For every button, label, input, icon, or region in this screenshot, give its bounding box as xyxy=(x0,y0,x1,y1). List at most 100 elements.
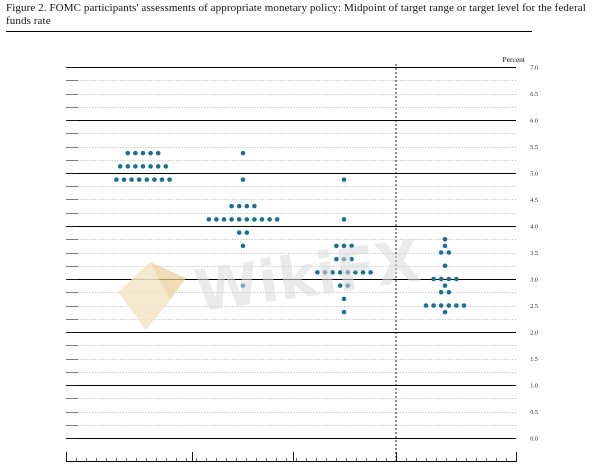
y-tick-labels: 7.0 6.5 6.0 5.5 5.0 4.5 4.0 3.5 3.0 2.5 2.0 1.5 1.0 0… xyxy=(530,65,538,443)
dot-mark xyxy=(454,276,459,282)
dot-mark xyxy=(236,230,242,235)
dot-mark xyxy=(438,276,444,282)
dot-mark xyxy=(133,164,138,169)
y-tick-label: 7.0 xyxy=(530,65,538,72)
y-tick-label: 5.5 xyxy=(530,144,538,151)
dot-mark xyxy=(438,303,444,308)
dot-mark xyxy=(274,217,280,222)
dot-mark xyxy=(240,150,246,156)
dot-mark xyxy=(140,164,146,169)
dot-mark xyxy=(259,217,265,222)
dot-mark xyxy=(446,250,452,255)
dot-mark xyxy=(341,243,347,249)
dot-mark xyxy=(140,150,146,156)
dot-mark xyxy=(442,243,448,249)
dot-mark xyxy=(163,164,169,169)
dot-mark xyxy=(114,177,119,182)
dot-mark xyxy=(431,276,436,282)
dot-mark xyxy=(341,256,347,262)
y-tick-label: 3.5 xyxy=(530,250,538,257)
dot-mark xyxy=(341,296,347,302)
y-tick-label: 2.5 xyxy=(530,303,538,310)
dot-mark xyxy=(125,150,131,156)
dot-mark xyxy=(148,164,153,169)
dot-mark xyxy=(353,270,358,275)
y-tick-label: 3.0 xyxy=(530,277,538,284)
dot-mark xyxy=(155,150,161,156)
dot-mark xyxy=(117,164,123,169)
dot-mark xyxy=(229,217,234,222)
dot-mark xyxy=(349,256,354,262)
y-tick-label: 0.0 xyxy=(530,436,538,443)
dot-mark xyxy=(155,164,161,169)
dot-mark xyxy=(244,230,250,235)
dot-mark xyxy=(206,217,212,222)
y-tick-label: 4.5 xyxy=(530,197,538,204)
dot-mark xyxy=(315,270,320,275)
y-tick-label: 4.0 xyxy=(530,224,538,231)
dot-mark xyxy=(341,177,347,182)
dot-mark xyxy=(345,283,351,288)
dot-mark xyxy=(148,150,153,156)
y-tick-label: 5.0 xyxy=(530,171,538,178)
dot-mark xyxy=(360,270,366,275)
bottom-axis xyxy=(66,452,517,462)
dot-mark xyxy=(334,243,339,249)
y-tick-label: 6.0 xyxy=(530,118,538,125)
dot-mark xyxy=(442,236,448,242)
dot-mark xyxy=(345,270,351,275)
dot-mark xyxy=(442,309,448,315)
dot-mark xyxy=(152,177,157,182)
dot-mark xyxy=(423,303,429,308)
y-tick-label: 0.5 xyxy=(530,409,538,416)
dot-mark xyxy=(236,203,242,209)
dot-mark xyxy=(446,276,452,282)
dot-mark xyxy=(349,243,354,249)
dot-mark xyxy=(159,177,165,182)
dot-mark xyxy=(438,289,444,295)
caption-rule xyxy=(6,31,532,32)
dot-mark xyxy=(431,303,436,308)
dot-mark xyxy=(136,177,142,182)
y-tick-label: 1.0 xyxy=(530,383,538,390)
dot-mark xyxy=(341,217,347,222)
dot-mark xyxy=(129,177,134,182)
dot-mark xyxy=(446,289,452,295)
dot-mark xyxy=(267,217,272,222)
dot-mark xyxy=(337,270,343,275)
dot-mark xyxy=(322,270,328,275)
dot-mark xyxy=(221,217,227,222)
dot-mark xyxy=(454,303,459,308)
dot-mark xyxy=(442,263,448,269)
dot-mark xyxy=(330,270,335,275)
dot-mark xyxy=(341,309,347,315)
dot-mark xyxy=(214,217,219,222)
dot-mark xyxy=(368,270,373,275)
dot-mark xyxy=(240,243,246,249)
dot-mark xyxy=(240,283,246,288)
dot-mark xyxy=(167,177,172,182)
dot-mark xyxy=(240,177,246,182)
dot-mark xyxy=(252,203,257,209)
dot-mark xyxy=(334,256,339,262)
y-axis-title: Percent xyxy=(503,55,526,64)
dot-mark xyxy=(442,283,448,288)
dot-mark xyxy=(144,177,150,182)
dot-mark xyxy=(446,303,452,308)
dot-mark xyxy=(236,217,242,222)
dot-mark xyxy=(121,177,127,182)
dot-mark xyxy=(337,283,343,288)
dot-mark xyxy=(229,203,234,209)
y-tick-label: 6.5 xyxy=(530,91,538,98)
y-tick-label: 1.5 xyxy=(530,356,538,363)
dot-mark xyxy=(252,217,257,222)
y-tick-label: 2.0 xyxy=(530,330,538,337)
dot-mark xyxy=(438,250,444,255)
dot-marks xyxy=(114,150,467,315)
figure-caption: Figure 2. FOMC participants' assessments… xyxy=(6,2,586,27)
dot-mark xyxy=(244,217,250,222)
dot-mark xyxy=(461,303,467,308)
dot-mark xyxy=(133,150,138,156)
